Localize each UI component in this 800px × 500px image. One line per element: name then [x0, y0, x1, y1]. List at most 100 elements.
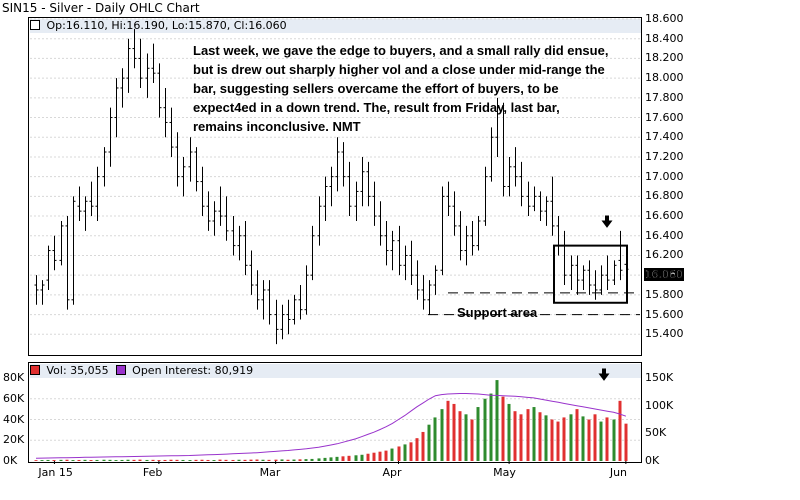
legend-open: Op:16.110 — [46, 19, 105, 32]
y-tick-label: 18.200 — [645, 51, 684, 65]
volume-bar — [476, 407, 480, 461]
x-tick-label: Feb — [142, 466, 163, 479]
volume-bar — [440, 409, 444, 461]
volume-bar — [403, 444, 407, 461]
volume-right-tick-label: 150K — [645, 371, 674, 384]
volume-bar — [526, 409, 530, 461]
volume-legend: Vol: 35,055 Open Interest: 80,919 — [30, 364, 641, 378]
volume-bar — [132, 459, 136, 461]
y-tick-label: 15.800 — [645, 287, 684, 301]
y-tick-label: 18.400 — [645, 31, 684, 45]
volume-bar — [532, 407, 536, 461]
volume-bar — [34, 460, 38, 461]
volume-bar — [569, 414, 573, 461]
volume-bar — [329, 457, 333, 461]
volume-bar — [46, 459, 50, 461]
volume-bar — [544, 415, 548, 461]
price-legend: Op:16.110, Hi:16.190, Lo:15.870, Cl:16.0… — [30, 19, 641, 33]
y-tick-label: 15.400 — [645, 327, 684, 341]
volume-bar — [169, 459, 173, 461]
volume-bar — [347, 455, 351, 461]
price-panel — [28, 17, 642, 356]
volume-bar — [40, 460, 44, 461]
volume-bar — [292, 459, 296, 461]
volume-bar — [175, 459, 179, 461]
open-interest-line — [35, 393, 627, 459]
volume-bar — [415, 438, 419, 461]
chart-title: SIN15 - Silver - Daily OHLC Chart — [2, 1, 200, 15]
volume-left-tick-label: 60K — [3, 391, 25, 405]
y-tick-label: 16.400 — [645, 228, 684, 242]
volume-bar — [95, 459, 99, 461]
volume-bar — [433, 417, 437, 461]
volume-bar — [409, 442, 413, 461]
volume-bar — [151, 459, 155, 461]
y-tick-label: 17.800 — [645, 90, 684, 104]
volume-bar — [304, 459, 308, 461]
volume-bar — [243, 459, 247, 461]
volume-bar — [231, 459, 235, 461]
y-tick-label: 17.000 — [645, 169, 684, 183]
volume-bar — [157, 460, 161, 461]
volume-bar — [120, 459, 124, 461]
volume-bar — [249, 459, 253, 461]
legend-low: Lo:15.870 — [171, 19, 227, 32]
volume-bar — [624, 423, 628, 461]
volume-bar — [427, 424, 431, 461]
volume-bar — [145, 459, 149, 461]
y-tick-label: 16.000 — [645, 268, 684, 282]
volume-panel — [28, 362, 642, 463]
vol-legend-swatch — [30, 365, 40, 375]
volume-left-tick-label: 40K — [3, 412, 25, 426]
volume-bar — [89, 460, 93, 461]
y-tick-label: 16.800 — [645, 189, 684, 203]
volume-bar — [513, 411, 517, 461]
volume-bar — [163, 459, 167, 461]
volume-bar — [188, 460, 192, 461]
y-tick-label: 17.600 — [645, 110, 684, 124]
x-tick-label: Apr — [382, 466, 402, 479]
legend-high: Hi:16.190 — [111, 19, 165, 32]
volume-bar — [108, 459, 112, 461]
volume-bar — [65, 459, 69, 461]
volume-bar — [458, 411, 462, 461]
volume-bar — [206, 459, 210, 461]
volume-bar — [71, 460, 75, 461]
legend-vol: Vol: 35,055 — [46, 364, 109, 377]
down-arrow-price — [601, 215, 613, 228]
volume-bar — [298, 459, 302, 461]
volume-bar — [77, 459, 81, 461]
volume-bar — [372, 452, 376, 461]
volume-bar — [267, 459, 271, 461]
y-tick-label: 16.200 — [645, 248, 684, 262]
volume-bar — [200, 459, 204, 461]
volume-bar — [261, 459, 265, 461]
x-tick-label: Mar — [259, 466, 281, 479]
volume-left-tick-label: 80K — [3, 371, 25, 384]
volume-bar — [464, 414, 468, 461]
volume-bar — [354, 455, 358, 461]
support-area-label: Support area — [457, 305, 538, 320]
volume-bar — [286, 459, 290, 461]
volume-right-tick-label: 0K — [645, 454, 660, 467]
volume-bar — [581, 416, 585, 461]
down-arrow-volume — [598, 368, 610, 381]
last-price-tag: 16.060 — [644, 268, 684, 281]
y-tick-label: 18.600 — [645, 12, 684, 25]
volume-bar — [612, 419, 616, 461]
volume-bar — [593, 414, 597, 461]
volume-bar — [575, 409, 579, 461]
volume-bar — [556, 421, 560, 461]
volume-bar — [384, 450, 388, 461]
volume-bar — [519, 414, 523, 461]
volume-left-tick-label: 20K — [3, 433, 25, 447]
volume-right-tick-label: 50K — [645, 426, 667, 440]
volume-bar — [255, 459, 259, 461]
volume-bar — [507, 403, 511, 461]
x-tick-label: Jun — [609, 466, 628, 479]
y-tick-label: 15.600 — [645, 307, 684, 321]
volume-bar — [421, 431, 425, 461]
volume-bar — [599, 421, 603, 461]
x-tick-label: May — [493, 466, 516, 479]
volume-bar — [470, 419, 474, 461]
